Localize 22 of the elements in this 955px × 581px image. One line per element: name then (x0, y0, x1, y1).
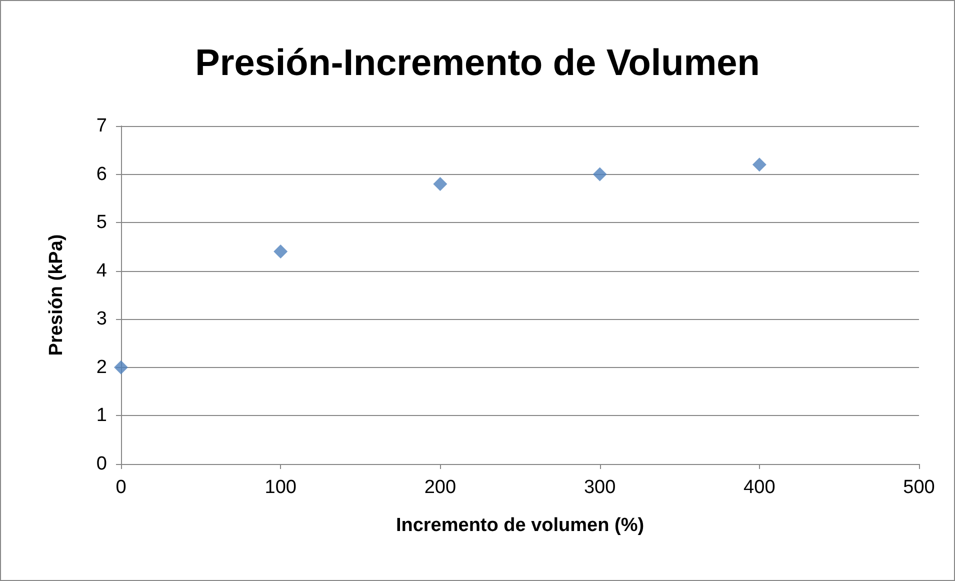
x-tick-label: 200 (424, 477, 456, 498)
y-tick-label: 6 (96, 164, 107, 185)
x-tick-label: 0 (116, 477, 126, 498)
chart-title: Presión-Incremento de Volumen (195, 42, 760, 83)
x-tick-label: 300 (584, 477, 616, 498)
point (592, 167, 607, 182)
y-tick-label: 5 (96, 212, 107, 234)
y-tick-label: 2 (96, 356, 107, 378)
y-axis-title: Presión (kPa) (46, 234, 67, 356)
y-tick-label: 0 (96, 454, 107, 474)
point (114, 360, 128, 374)
point (433, 176, 448, 191)
x-axis-title: Incremento de volumen (%) (396, 515, 644, 536)
point (274, 244, 288, 259)
y-tick-label: 1 (96, 405, 107, 426)
y-tick-label: 3 (96, 308, 107, 330)
x-tick-label: 500 (903, 477, 935, 498)
x-tick-label: 100 (264, 477, 296, 498)
y-tick-label: 4 (96, 260, 108, 282)
x-tick-label: 400 (744, 477, 776, 498)
y-tick-label: 7 (96, 116, 107, 136)
point (752, 158, 766, 172)
